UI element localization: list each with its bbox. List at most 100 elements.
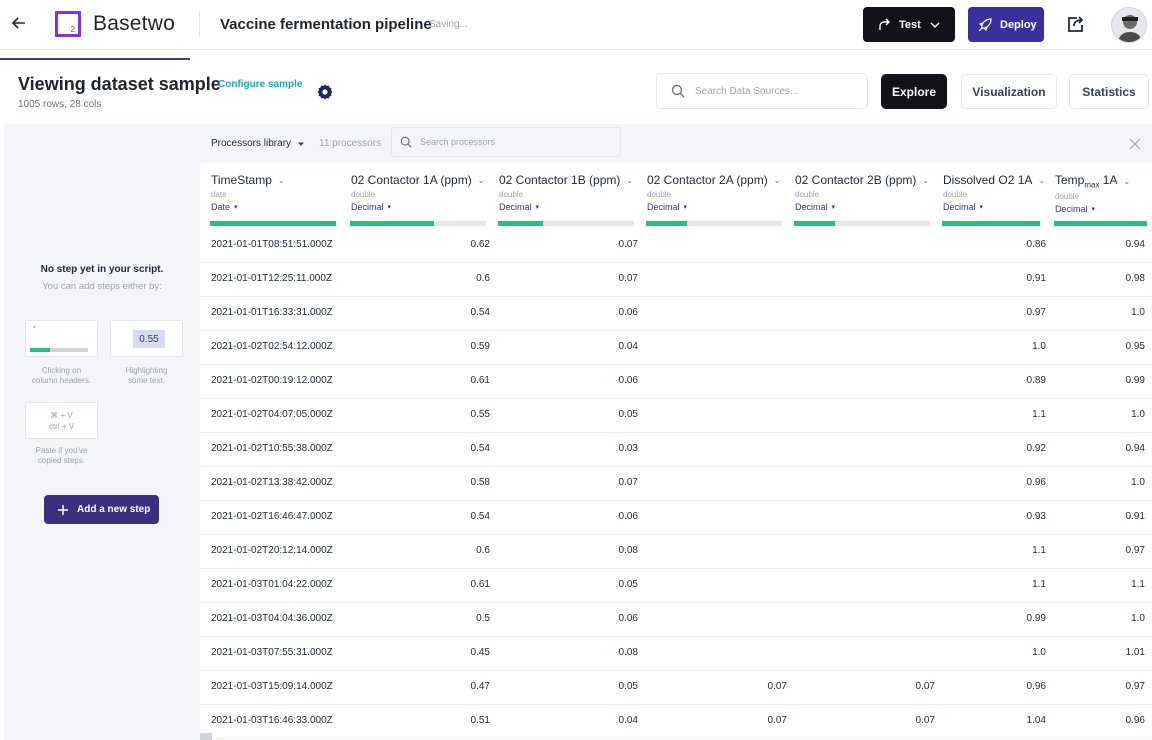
- value-cell[interactable]: 0.07: [618, 273, 638, 284]
- column-name[interactable]: TimeStamp ⌄: [211, 173, 285, 187]
- column-header[interactable]: TimeStamp ⌄ date Date ▾: [211, 173, 285, 212]
- timestamp-cell[interactable]: 2021-01-03T16:46:33.000Z: [211, 715, 333, 726]
- column-name[interactable]: 02 Contactor 1A (ppm) ⌄: [351, 173, 484, 187]
- column-quality-bar[interactable]: [1054, 221, 1147, 226]
- value-cell[interactable]: 0.5: [476, 613, 490, 624]
- timestamp-cell[interactable]: 2021-01-02T04:07:05.000Z: [211, 409, 333, 420]
- column-quality-bar[interactable]: [942, 221, 1040, 226]
- column-quality-bar[interactable]: [210, 221, 336, 226]
- value-cell[interactable]: 0.55: [470, 409, 490, 420]
- tab-statistics[interactable]: Statistics: [1069, 74, 1149, 109]
- value-cell[interactable]: 1.01: [1125, 647, 1145, 658]
- search-input[interactable]: [695, 85, 845, 97]
- column-format-dropdown[interactable]: Decimal ▾: [499, 202, 633, 212]
- table-row[interactable]: 2021-01-02T20:12:14.000Z 0.6 0.08 1.1 0.97: [200, 535, 1152, 569]
- value-cell[interactable]: 0.94: [1125, 239, 1145, 250]
- table-row[interactable]: 2021-01-03T04:04:36.000Z 0.5 0.06 0.99 1.0: [200, 603, 1152, 637]
- test-button[interactable]: Test: [863, 7, 955, 42]
- value-cell[interactable]: 0.45: [470, 647, 490, 658]
- column-menu-chevron-icon[interactable]: ⌄: [477, 175, 485, 185]
- value-cell[interactable]: 0.97: [1125, 681, 1145, 692]
- column-header[interactable]: 02 Contactor 2A (ppm) ⌄ double Decimal ▾: [647, 173, 780, 212]
- table-row[interactable]: 2021-01-02T10:55:38.000Z 0.54 0.03 0.92 0.94: [200, 433, 1152, 467]
- column-header[interactable]: Dissolved O2 1A ⌄ double Decimal ▾: [943, 173, 1045, 212]
- value-cell[interactable]: 0.54: [470, 443, 490, 454]
- timestamp-cell[interactable]: 2021-01-02T16:46:47.000Z: [211, 511, 333, 522]
- value-cell[interactable]: 0.91: [1125, 511, 1145, 522]
- timestamp-cell[interactable]: 2021-01-03T01:04:22.000Z: [211, 579, 333, 590]
- column-menu-chevron-icon[interactable]: ⌄: [773, 175, 781, 185]
- value-cell[interactable]: 0.99: [1026, 613, 1046, 624]
- export-button[interactable]: [1065, 13, 1087, 35]
- value-cell[interactable]: 1.1: [1131, 579, 1145, 590]
- value-cell[interactable]: 0.54: [470, 511, 490, 522]
- column-menu-chevron-icon[interactable]: ⌄: [277, 175, 285, 185]
- value-cell[interactable]: 1.0: [1131, 307, 1145, 318]
- value-cell[interactable]: 0.54: [470, 307, 490, 318]
- value-cell[interactable]: 0.93: [1026, 511, 1046, 522]
- timestamp-cell[interactable]: 2021-01-03T07:55:31.000Z: [211, 647, 333, 658]
- value-cell[interactable]: 1.0: [1131, 613, 1145, 624]
- value-cell[interactable]: 0.47: [470, 681, 490, 692]
- table-row[interactable]: 2021-01-02T16:46:47.000Z 0.54 0.06 0.93 0.91: [200, 501, 1152, 535]
- avatar[interactable]: [1111, 7, 1147, 43]
- value-cell[interactable]: 0.99: [1125, 375, 1145, 386]
- value-cell[interactable]: 0.06: [618, 613, 638, 624]
- table-row[interactable]: 2021-01-03T16:46:33.000Z 0.51 0.04 0.07 0.07…: [200, 705, 1152, 739]
- value-cell[interactable]: 0.6: [476, 273, 490, 284]
- column-quality-bar[interactable]: [794, 221, 930, 226]
- column-format-dropdown[interactable]: Decimal ▾: [647, 202, 780, 212]
- horizontal-scrollbar[interactable]: [200, 733, 212, 740]
- column-format-dropdown[interactable]: Decimal ▾: [943, 202, 1045, 212]
- table-row[interactable]: 2021-01-01T16:33:31.000Z 0.54 0.06 0.97 1.0: [200, 297, 1152, 331]
- settings-button[interactable]: [316, 83, 334, 101]
- timestamp-cell[interactable]: 2021-01-02T20:12:14.000Z: [211, 545, 333, 556]
- table-row[interactable]: 2021-01-01T08:51:51.000Z 0.62 0.07 0.86 0.94: [200, 229, 1152, 263]
- column-name[interactable]: Tempmax 1A ⌄: [1055, 173, 1130, 189]
- table-row[interactable]: 2021-01-02T00:19:12.000Z 0.61 0.06 0.89 0.99: [200, 365, 1152, 399]
- value-cell[interactable]: 0.61: [470, 375, 490, 386]
- value-cell[interactable]: 1.04: [1026, 715, 1046, 726]
- column-format-dropdown[interactable]: Date ▾: [211, 202, 285, 212]
- value-cell[interactable]: 0.61: [470, 579, 490, 590]
- value-cell[interactable]: 1.1: [1032, 545, 1046, 556]
- column-format-dropdown[interactable]: Decimal ▾: [795, 202, 929, 212]
- processors-search[interactable]: [391, 127, 621, 157]
- table-row[interactable]: 2021-01-03T07:55:31.000Z 0.45 0.08 1.0 1.01: [200, 637, 1152, 671]
- value-cell[interactable]: 1.1: [1032, 409, 1046, 420]
- timestamp-cell[interactable]: 2021-01-01T12:25:11.000Z: [211, 273, 333, 284]
- data-sources-search[interactable]: [656, 73, 868, 109]
- project-title[interactable]: Vaccine fermentation pipeline: [220, 16, 432, 33]
- value-cell[interactable]: 1.0: [1131, 409, 1145, 420]
- value-cell[interactable]: 0.07: [767, 715, 787, 726]
- column-format-dropdown[interactable]: Decimal ▾: [351, 202, 484, 212]
- value-cell[interactable]: 0.86: [1026, 239, 1046, 250]
- value-cell[interactable]: 0.04: [618, 715, 638, 726]
- logo[interactable]: 2: [55, 11, 81, 37]
- column-name[interactable]: 02 Contactor 2A (ppm) ⌄: [647, 173, 780, 187]
- column-name[interactable]: 02 Contactor 2B (ppm) ⌄: [795, 173, 929, 187]
- timestamp-cell[interactable]: 2021-01-03T04:04:36.000Z: [211, 613, 333, 624]
- timestamp-cell[interactable]: 2021-01-01T16:33:31.000Z: [211, 307, 333, 318]
- value-cell[interactable]: 0.92: [1026, 443, 1046, 454]
- column-name[interactable]: 02 Contactor 1B (ppm) ⌄: [499, 173, 633, 187]
- timestamp-cell[interactable]: 2021-01-01T08:51:51.000Z: [211, 239, 333, 250]
- timestamp-cell[interactable]: 2021-01-02T10:55:38.000Z: [211, 443, 333, 454]
- value-cell[interactable]: 0.58: [470, 477, 490, 488]
- value-cell[interactable]: 0.89: [1026, 375, 1046, 386]
- value-cell[interactable]: 0.96: [1125, 715, 1145, 726]
- column-header[interactable]: 02 Contactor 2B (ppm) ⌄ double Decimal ▾: [795, 173, 929, 212]
- timestamp-cell[interactable]: 2021-01-03T15:09:14.000Z: [211, 681, 333, 692]
- value-cell[interactable]: 0.6: [476, 545, 490, 556]
- tab-explore[interactable]: Explore: [881, 74, 947, 109]
- table-row[interactable]: 2021-01-02T02:54:12.000Z 0.59 0.04 1.0 0.95: [200, 331, 1152, 365]
- column-menu-chevron-icon[interactable]: ⌄: [1123, 176, 1131, 186]
- tab-visualization[interactable]: Visualization: [961, 74, 1057, 109]
- value-cell[interactable]: 0.91: [1026, 273, 1046, 284]
- value-cell[interactable]: 0.07: [915, 715, 935, 726]
- column-name[interactable]: Dissolved O2 1A ⌄: [943, 173, 1045, 187]
- value-cell[interactable]: 0.97: [1026, 307, 1046, 318]
- value-cell[interactable]: 0.97: [1125, 545, 1145, 556]
- value-cell[interactable]: 0.51: [470, 715, 490, 726]
- value-cell[interactable]: 0.05: [618, 681, 638, 692]
